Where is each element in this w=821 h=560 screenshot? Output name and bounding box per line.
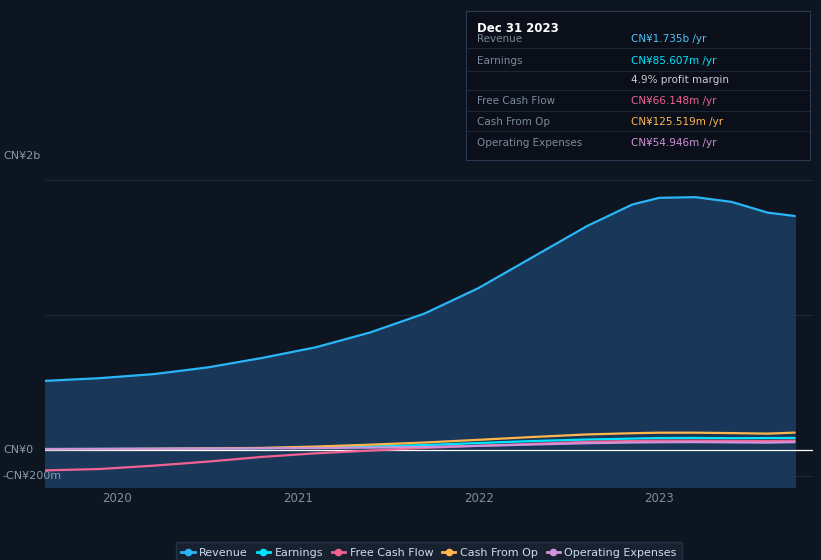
Text: Free Cash Flow: Free Cash Flow	[477, 96, 555, 106]
Text: -CN¥200m: -CN¥200m	[3, 472, 62, 482]
Text: CN¥1.735b /yr: CN¥1.735b /yr	[631, 34, 706, 44]
Text: CN¥85.607m /yr: CN¥85.607m /yr	[631, 56, 717, 66]
Text: Operating Expenses: Operating Expenses	[477, 138, 582, 148]
Text: 4.9% profit margin: 4.9% profit margin	[631, 76, 729, 86]
Text: Cash From Op: Cash From Op	[477, 117, 549, 127]
Text: Dec 31 2023: Dec 31 2023	[477, 22, 558, 35]
Text: CN¥54.946m /yr: CN¥54.946m /yr	[631, 138, 717, 148]
Text: CN¥0: CN¥0	[3, 445, 33, 455]
Text: Earnings: Earnings	[477, 56, 522, 66]
Text: Revenue: Revenue	[477, 34, 522, 44]
Text: CN¥2b: CN¥2b	[3, 151, 40, 161]
Text: CN¥125.519m /yr: CN¥125.519m /yr	[631, 117, 723, 127]
Legend: Revenue, Earnings, Free Cash Flow, Cash From Op, Operating Expenses: Revenue, Earnings, Free Cash Flow, Cash …	[176, 542, 682, 560]
Text: CN¥66.148m /yr: CN¥66.148m /yr	[631, 96, 717, 106]
